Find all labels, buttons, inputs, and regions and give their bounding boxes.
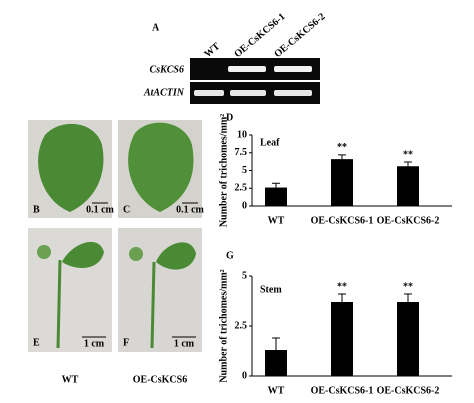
y-tick-label: 2.5 (235, 183, 248, 194)
scale-label: 0.1 cm (86, 204, 114, 215)
error-bar (404, 161, 412, 167)
y-tick-label: 0 (242, 370, 247, 381)
bud (129, 247, 143, 261)
leaf (62, 241, 104, 268)
x-tick-label: WT (268, 215, 285, 226)
panel-label: B (33, 204, 40, 215)
panel-label: C (123, 204, 130, 215)
bar (265, 350, 287, 376)
scale-label: 1 cm (84, 338, 105, 349)
scale-label: 1 cm (174, 338, 195, 349)
error-bar (404, 293, 412, 302)
error-bar (338, 154, 346, 160)
row-label: AtACTIN (143, 87, 185, 98)
panel-label: D (226, 112, 233, 123)
significance: ** (403, 149, 413, 160)
gel-band (274, 90, 312, 96)
panel-label: E (33, 337, 40, 348)
leaf (38, 123, 104, 212)
x-tick-label: OE-CsKCS6-2 (377, 385, 440, 396)
stem (56, 259, 62, 349)
genotype-label: OE-CsKCS6 (133, 374, 187, 385)
gel-band (274, 66, 312, 72)
y-tick-label: 7.5 (235, 147, 248, 158)
genotype-label: WT (62, 374, 79, 385)
y-tick-label: 10 (237, 129, 247, 140)
x-tick-label: OE-CsKCS6-1 (311, 385, 374, 396)
y-axis-label: Number of trichomes/mm² (218, 269, 229, 382)
y-tick-label: 5 (242, 165, 247, 176)
significance: ** (337, 281, 347, 292)
y-tick-label: 2.5 (235, 320, 248, 331)
panel-label: A (152, 22, 160, 33)
bar (331, 159, 353, 206)
bar (331, 302, 353, 376)
bar (397, 166, 419, 206)
chart-title: Leaf (260, 137, 280, 148)
stem (150, 261, 156, 349)
x-tick-label: OE-CsKCS6-1 (311, 215, 374, 226)
x-tick-label: WT (268, 385, 285, 396)
scale-label: 0.1 cm (176, 204, 204, 215)
bar (397, 302, 419, 376)
significance: ** (403, 281, 413, 292)
y-tick-label: 5 (242, 270, 247, 281)
lane-label: WT (202, 41, 222, 60)
y-axis-label: Number of trichomes/mm² (218, 114, 229, 227)
panel-label: F (123, 337, 129, 348)
leaf (156, 242, 196, 270)
gel-band (228, 66, 266, 72)
chart-title: Stem (260, 284, 282, 295)
leaf (128, 122, 194, 212)
bar (265, 187, 287, 206)
error-bar (272, 337, 280, 350)
gel-band (230, 90, 266, 96)
error-bar (338, 293, 346, 302)
row-label: CsKCS6 (150, 64, 184, 75)
error-bar (272, 182, 280, 188)
panel-label: G (226, 250, 234, 261)
gel-band (194, 90, 224, 96)
x-tick-label: OE-CsKCS6-2 (377, 215, 440, 226)
significance: ** (337, 142, 347, 153)
bud (37, 245, 51, 259)
y-tick-label: 0 (242, 200, 247, 211)
